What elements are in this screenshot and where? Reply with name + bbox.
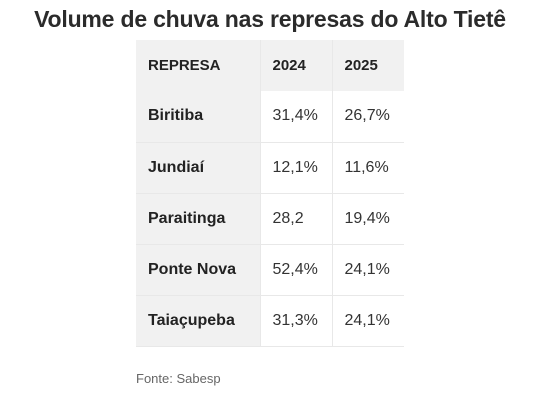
value-cell-2025: 11,6% (331, 142, 404, 194)
value-cell-2025: 24,1% (331, 295, 404, 347)
table-row: Biritiba 31,4% 26,7% (136, 91, 404, 143)
row-label-cell: Ponte Nova (136, 244, 260, 296)
value-cell-2024: 12,1% (259, 142, 332, 194)
table-header-row: REPRESA 2024 2025 (136, 40, 404, 91)
column-header-2024: 2024 (259, 40, 332, 91)
table-row: Ponte Nova 52,4% 24,1% (136, 244, 404, 296)
value-cell-2025: 26,7% (331, 91, 404, 143)
table-row: Jundiaí 12,1% 11,6% (136, 142, 404, 194)
value-cell-2025: 19,4% (331, 193, 404, 245)
row-label-cell: Taiaçupeba (136, 295, 260, 347)
table-row: Paraitinga 28,2 19,4% (136, 193, 404, 245)
value-cell-2024: 52,4% (259, 244, 332, 296)
chart-title: Volume de chuva nas represas do Alto Tie… (34, 6, 506, 32)
column-header-represa: REPRESA (136, 40, 260, 91)
row-label-cell: Biritiba (136, 91, 260, 143)
rainfall-table: REPRESA 2024 2025 Biritiba 31,4% 26,7% J… (136, 40, 404, 347)
value-cell-2024: 31,4% (259, 91, 332, 143)
row-label-cell: Paraitinga (136, 193, 260, 245)
value-cell-2025: 24,1% (331, 244, 404, 296)
source-note: Fonte: Sabesp (136, 371, 221, 386)
value-cell-2024: 31,3% (259, 295, 332, 347)
value-cell-2024: 28,2 (259, 193, 332, 245)
column-header-2025: 2025 (331, 40, 404, 91)
table-row: Taiaçupeba 31,3% 24,1% (136, 295, 404, 347)
row-label-cell: Jundiaí (136, 142, 260, 194)
